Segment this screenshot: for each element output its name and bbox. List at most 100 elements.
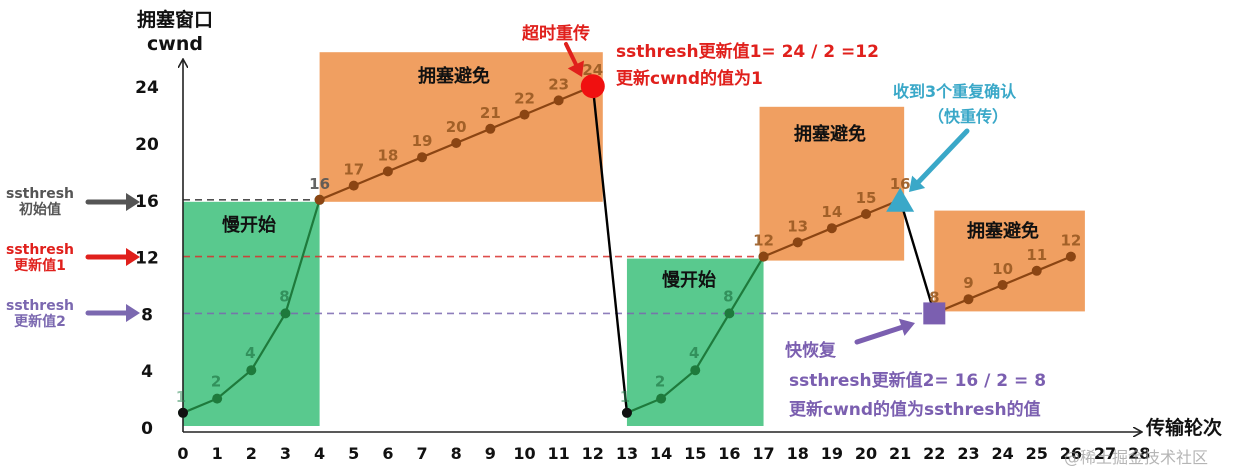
x-tick-label: 19	[821, 444, 843, 463]
point-label: 8	[929, 288, 939, 306]
region-title-congestion-avoidance-1: 拥塞避免	[418, 66, 490, 87]
fast-retransmit-label: （快重传）	[928, 107, 1009, 126]
ssthresh-update1-label: ssthresh 更新值1	[0, 242, 80, 274]
x-tick-label: 15	[684, 444, 706, 463]
point-label: 23	[548, 75, 569, 93]
threshold-lines	[183, 199, 935, 315]
data-point	[314, 194, 325, 205]
ssthresh-initial-arrow	[85, 193, 140, 211]
fast-recovery-arrow-head	[898, 318, 915, 336]
region-title-congestion-avoidance-3: 拥塞避免	[967, 221, 1039, 242]
point-label: 18	[377, 146, 398, 164]
slow-start-region	[626, 258, 764, 426]
x-tick-label: 27	[1094, 444, 1116, 463]
x-tick-label: 28	[1128, 444, 1150, 463]
y-tick-label: 24	[135, 78, 159, 98]
x-tick-label: 14	[650, 444, 672, 463]
point-label: 4	[245, 344, 255, 362]
point-label: 2	[211, 373, 221, 391]
point-label: 13	[787, 217, 808, 235]
point-label: 17	[343, 161, 364, 179]
fast-recovery-marker	[923, 302, 946, 325]
point-label: 2	[655, 373, 665, 391]
data-point	[417, 152, 428, 163]
point-label: 8	[279, 287, 289, 305]
data-point	[519, 109, 530, 120]
data-point	[382, 166, 393, 177]
series-fast-retransmit	[899, 199, 936, 314]
ssthresh-update2-formula: ssthresh更新值2= 16 / 2 = 8	[789, 371, 1047, 391]
data-point	[485, 123, 496, 134]
restart-point	[621, 407, 632, 418]
y-tick-label: 0	[141, 419, 153, 439]
x-axis-title: 传输轮次	[1146, 417, 1223, 439]
x-tick-label: 22	[923, 444, 945, 463]
x-tick-label: 2	[246, 444, 257, 463]
annotation-arrows	[85, 42, 970, 345]
x-tick-label: 7	[416, 444, 427, 463]
y-tick-label: 16	[135, 192, 159, 212]
ssthresh-update1-label-line1: ssthresh	[5, 242, 75, 258]
point-label: 16	[309, 175, 330, 193]
cwnd-reset-text: 更新cwnd的值为1	[616, 69, 763, 89]
x-tick-label: 17	[752, 444, 774, 463]
timeout-marker	[580, 74, 605, 99]
y-axis-title-line2: cwnd	[147, 33, 203, 55]
y-tick-label: 20	[135, 135, 159, 155]
data-point	[246, 365, 257, 376]
point-label: 14	[821, 203, 842, 221]
data-point	[997, 280, 1008, 290]
x-tick-label: 12	[582, 444, 604, 463]
x-tick-label: 5	[348, 444, 359, 463]
region-title-congestion-avoidance-2: 拥塞避免	[794, 124, 866, 145]
point-label: 24	[582, 61, 603, 79]
x-tick-label: 11	[548, 444, 570, 463]
data-point	[724, 308, 735, 319]
x-tick-label: 21	[889, 444, 911, 463]
point-label: 20	[446, 118, 467, 136]
ssthresh-update1-formula: ssthresh更新值1= 24 / 2 =12	[616, 42, 879, 62]
x-tick-label: 6	[382, 444, 393, 463]
data-point	[451, 138, 462, 148]
point-label: 15	[856, 189, 877, 207]
ssthresh-update2-label-line2: 更新值2	[14, 314, 66, 330]
timeout-arrow	[564, 42, 584, 77]
ssthresh-initial-label-line2: 初始值	[19, 202, 61, 218]
x-tick-label: 1	[212, 444, 223, 463]
point-label: 9	[963, 274, 973, 292]
region-title-slow-start-1: 慢开始	[222, 215, 276, 236]
x-tick-label: 24	[991, 444, 1013, 463]
timeout-arrow-head	[567, 60, 584, 77]
timeout-retransmit-label: 超时重传	[522, 24, 590, 44]
timeout-arrow-shaft	[564, 42, 578, 67]
cwnd-set-to-ssthresh-text: 更新cwnd的值为ssthresh的值	[789, 400, 1041, 420]
fast-recovery-arrow-shaft	[854, 324, 905, 345]
dup-ack-arrow	[909, 128, 970, 192]
ssthresh-update2-label-line1: ssthresh	[5, 298, 75, 314]
watermark: @稀土掘金技术社区	[1064, 448, 1209, 467]
y-axis-title-line1: 拥塞窗口	[136, 9, 213, 31]
x-tick-label: 4	[314, 444, 325, 463]
x-tick-label: 3	[280, 444, 291, 463]
data-point	[826, 223, 837, 234]
x-tick-label: 0	[177, 444, 188, 463]
point-label: 11	[1026, 246, 1047, 264]
data-point	[758, 251, 769, 262]
phase-regions	[183, 52, 1085, 426]
x-tick-label: 8	[451, 444, 462, 463]
event-markers	[580, 74, 946, 325]
ssthresh-update1-arrow	[85, 248, 140, 266]
x-tick-label: 18	[787, 444, 809, 463]
data-series	[178, 81, 1076, 418]
x-tick-label: 20	[855, 444, 877, 463]
ssthresh-initial-arrow-head	[126, 193, 140, 211]
point-label: 12	[1060, 232, 1081, 250]
data-point	[212, 393, 223, 404]
point-label: 4	[689, 344, 699, 362]
data-point	[1031, 265, 1042, 276]
data-point	[1065, 251, 1076, 262]
ssthresh-update2-arrow-head	[126, 304, 140, 322]
